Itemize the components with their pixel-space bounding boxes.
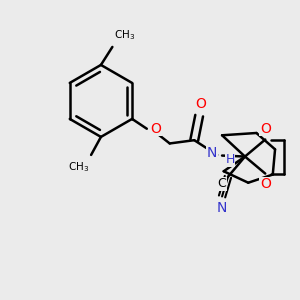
- Text: H: H: [225, 153, 235, 166]
- Text: O: O: [260, 178, 271, 191]
- Text: N: N: [207, 146, 217, 160]
- Text: CH$_3$: CH$_3$: [114, 28, 135, 42]
- Text: O: O: [195, 97, 206, 111]
- Text: N: N: [216, 201, 226, 215]
- Text: O: O: [260, 122, 271, 136]
- Text: C: C: [218, 178, 226, 190]
- Text: CH$_3$: CH$_3$: [68, 160, 89, 174]
- Text: O: O: [151, 122, 162, 136]
